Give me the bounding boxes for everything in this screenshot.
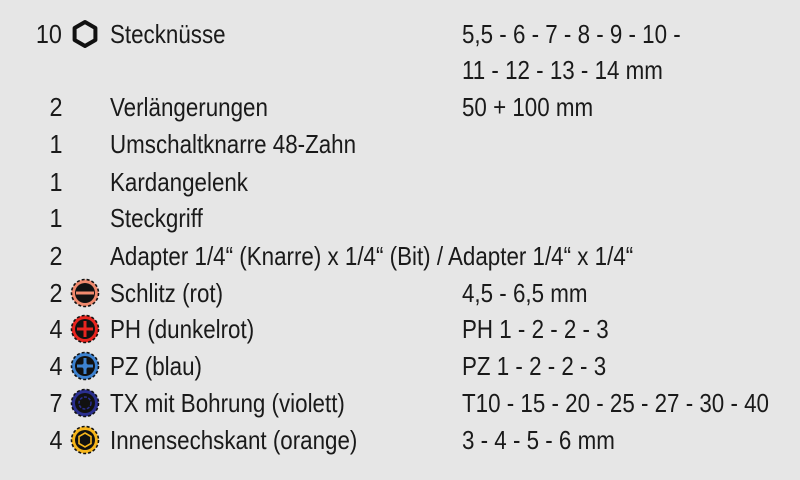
quantity: 10	[35, 19, 62, 49]
list-item: 1 Steckgriff	[0, 200, 800, 236]
list-item: 4 PH (dunkelrot) PH 1 - 2 - 2 - 3	[0, 311, 800, 347]
item-description: Kardangelenk	[110, 167, 249, 197]
quantity: 4	[48, 351, 62, 381]
list-item: 2 Schlitz (rot) 4,5 - 6,5 mm	[0, 275, 800, 311]
quantity: 2	[48, 241, 62, 271]
list-item: 4 PZ (blau) PZ 1 - 2 - 2 - 3	[0, 348, 800, 384]
item-spec: 50 + 100 mm	[462, 92, 594, 122]
hex-socket-icon	[72, 20, 98, 48]
list-item: 10 Stecknüsse 5,5 - 6 - 7 - 8 - 9 - 10 -	[0, 16, 800, 52]
item-description: Stecknüsse	[110, 19, 226, 49]
list-item: 2 Verlängerungen 50 + 100 mm	[0, 89, 800, 125]
phillips-bit-icon	[70, 314, 100, 344]
item-spec: 5,5 - 6 - 7 - 8 - 9 - 10 -	[462, 19, 681, 49]
item-spec: 3 - 4 - 5 - 6 mm	[462, 425, 615, 455]
item-description: Steckgriff	[110, 203, 203, 233]
list-item: 2 Adapter 1/4“ (Knarre) x 1/4“ (Bit) / Ad…	[0, 238, 800, 274]
list-item: 4 Innensechskant (orange) 3 - 4 - 5 - 6 mm	[0, 422, 800, 458]
item-spec: PH 1 - 2 - 2 - 3	[462, 314, 609, 344]
item-description: Schlitz (rot)	[110, 278, 224, 308]
slotted-bit-icon	[70, 278, 100, 308]
quantity: 7	[48, 388, 62, 418]
quantity: 2	[48, 278, 62, 308]
item-description: PH (dunkelrot)	[110, 314, 255, 344]
quantity: 1	[48, 167, 62, 197]
quantity: 4	[48, 425, 62, 455]
item-spec: 11 - 12 - 13 - 14 mm	[462, 55, 663, 85]
quantity: 1	[48, 129, 62, 159]
item-description: Verlängerungen	[110, 92, 268, 122]
item-description: TX mit Bohrung (violett)	[110, 388, 345, 418]
quantity: 1	[48, 203, 62, 233]
quantity: 4	[48, 314, 62, 344]
item-description: Umschaltknarre 48-Zahn	[110, 129, 357, 159]
list-item: 7 TX mit Bohrung (violett) T10 - 15 - 20 -…	[0, 385, 800, 421]
torx-bit-icon	[70, 388, 100, 418]
item-description: PZ (blau)	[110, 351, 202, 381]
quantity: 2	[48, 92, 62, 122]
item-description: Innensechskant (orange)	[110, 425, 358, 455]
item-spec: 4,5 - 6,5 mm	[462, 278, 588, 308]
pozidriv-bit-icon	[70, 351, 100, 381]
list-item: 1 Umschaltknarre 48-Zahn	[0, 126, 800, 162]
list-item: 1 Kardangelenk	[0, 164, 800, 200]
item-spec: T10 - 15 - 20 - 25 - 27 - 30 - 40	[462, 388, 769, 418]
item-description: Adapter 1/4“ (Knarre) x 1/4“ (Bit) / Ada…	[110, 241, 634, 271]
item-spec: PZ 1 - 2 - 2 - 3	[462, 351, 607, 381]
hex-bit-icon	[70, 425, 100, 455]
list-item: 11 - 12 - 13 - 14 mm	[0, 52, 800, 88]
